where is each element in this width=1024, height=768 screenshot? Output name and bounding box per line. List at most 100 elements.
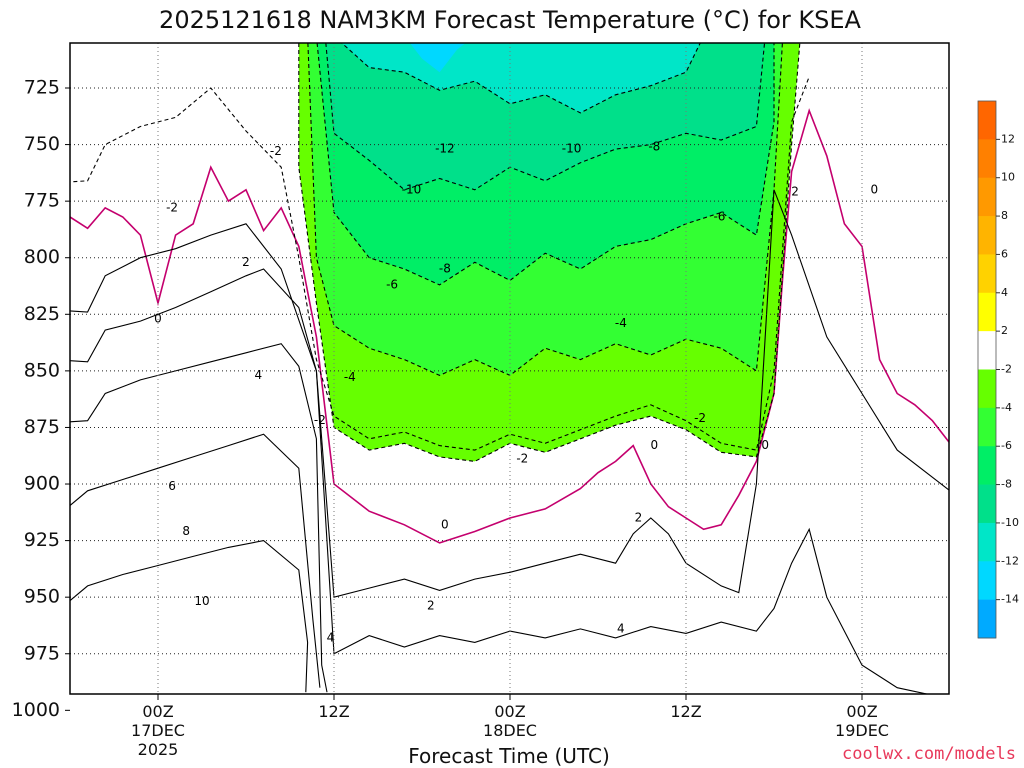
contour-label: 8 <box>182 524 190 538</box>
colorbar-label: 4 <box>1001 286 1008 299</box>
contour-label: -2 <box>166 200 178 214</box>
colorbar-swatch <box>978 101 996 140</box>
credit-text: coolwx.com/models <box>842 744 1016 764</box>
colorbar-label: -8 <box>1001 478 1012 491</box>
contour-label: -10 <box>562 142 582 156</box>
colorbar-swatch <box>978 522 996 562</box>
contour-line <box>70 76 810 451</box>
contour-label: -6 <box>713 209 725 223</box>
contour-label: -10 <box>402 182 422 196</box>
contour-label: 10 <box>194 594 209 608</box>
contour-line <box>70 540 309 693</box>
colorbar-swatch <box>978 599 996 639</box>
colorbar-label: 12 <box>1001 132 1015 145</box>
contour-line <box>70 189 949 598</box>
x-tick-label: 00Z <box>846 702 877 721</box>
contour-line <box>316 43 775 286</box>
chart-title: 2025121618 NAM3KM Forecast Temperature (… <box>159 6 861 34</box>
colorbar-label: -2 <box>1001 363 1012 376</box>
contour-label: -12 <box>435 142 455 156</box>
temp-region <box>409 43 466 73</box>
temperature-shading <box>70 43 949 694</box>
contour-label: -8 <box>648 139 660 153</box>
colorbar-swatch <box>978 407 996 447</box>
x-tick-label: 2025 <box>138 740 179 759</box>
colorbar-label: -6 <box>1001 439 1012 452</box>
y-tick-label: 950 <box>24 586 60 608</box>
contour-label: 2 <box>791 185 799 199</box>
plot-area: -2 -2 0 2 4 6 8 10 -12 -10 -10 -8 -8 -6 -6 -4 -4 -2 -2 -2 0 0… <box>70 43 949 694</box>
y-axis: 725 750 775 800 825 850 875 900 925 950 975 1000 <box>12 77 70 721</box>
contour-label: -2 <box>270 144 282 158</box>
y-tick-label: 750 <box>24 133 60 155</box>
colorbar-swatch <box>978 446 996 485</box>
colorbar-label: -12 <box>1001 554 1019 567</box>
contour-label: -2 <box>314 413 326 427</box>
colorbar-label: -10 <box>1001 516 1019 529</box>
isotherm-contours <box>70 43 949 694</box>
colorbar-swatch <box>978 216 996 255</box>
contour-label: 6 <box>168 479 176 493</box>
contour-label: -4 <box>344 370 356 384</box>
contour-line <box>340 43 701 114</box>
contour-label: -8 <box>439 262 451 276</box>
contour-labels: -2 -2 0 2 4 6 8 10 -12 -10 -10 -8 -8 -6 -6 -4 -4 -2 -2 -2 0 0… <box>154 139 878 644</box>
contour-label: 0 <box>650 438 658 452</box>
temp-region <box>70 43 949 694</box>
colorbar-label: 10 <box>1001 171 1015 184</box>
contour-label: 0 <box>870 182 878 196</box>
contour-label: 4 <box>254 368 262 382</box>
x-tick-label: 12Z <box>670 702 701 721</box>
contour-line <box>70 343 328 693</box>
y-tick-label: 775 <box>24 190 60 212</box>
colorbar-swatch <box>978 254 996 294</box>
y-tick-label: 900 <box>24 473 60 495</box>
contour-label: 2 <box>242 255 250 269</box>
y-tick-label: 975 <box>24 642 60 664</box>
colorbar-label: -14 <box>1001 593 1019 606</box>
y-tick-label: 850 <box>24 359 60 381</box>
y-tick-label: 925 <box>24 529 60 551</box>
colorbar-swatch <box>978 139 996 179</box>
colorbar-label: 2 <box>1001 324 1008 337</box>
colorbar-swatch <box>978 484 996 524</box>
y-tick-label: 825 <box>24 303 60 325</box>
colorbar-swatch <box>978 177 996 217</box>
y-tick-label: 800 <box>24 246 60 268</box>
contour-label: 2 <box>427 599 435 613</box>
colorbar-label: 6 <box>1001 247 1008 260</box>
x-tick-label: 19DEC <box>835 721 889 740</box>
x-tick-label: 12Z <box>318 702 349 721</box>
x-tick-label: 18DEC <box>483 721 537 740</box>
contour-label: -4 <box>615 316 627 330</box>
colorbar-swatch <box>978 292 996 332</box>
x-tick-label: 00Z <box>494 702 525 721</box>
contour-line <box>70 108 949 544</box>
contour-label: -2 <box>694 411 706 425</box>
x-tick-label: 17DEC <box>131 721 185 740</box>
y-tick-label: 875 <box>24 416 60 438</box>
contour-label: 2 <box>635 510 643 524</box>
colorbar-swatch <box>978 331 996 370</box>
contour-label: -6 <box>386 277 398 291</box>
x-tick-label: 00Z <box>142 702 173 721</box>
contour-label: -2 <box>516 452 528 466</box>
contour-label: 0 <box>441 517 449 531</box>
contour-line <box>70 268 930 694</box>
contour-label: 0 <box>761 438 769 452</box>
colorbar-label: 8 <box>1001 209 1008 222</box>
colorbar: 12 10 8 6 4 2 -2 -4 -6 -8 -10 -12 -14 <box>977 100 1019 639</box>
colorbar-label: -4 <box>1001 401 1012 414</box>
contour-line <box>325 43 766 191</box>
contour-line <box>70 433 321 688</box>
x-axis-title: Forecast Time (UTC) <box>408 744 610 768</box>
contour-label: 4 <box>327 630 335 644</box>
colorbar-swatch <box>978 369 996 409</box>
contour-label: 4 <box>617 621 625 635</box>
y-tick-label: 1000 <box>12 699 60 721</box>
y-tick-label: 725 <box>24 77 60 99</box>
contour-label: 0 <box>154 311 162 325</box>
colorbar-swatch <box>978 561 996 601</box>
gridlines <box>70 43 949 694</box>
